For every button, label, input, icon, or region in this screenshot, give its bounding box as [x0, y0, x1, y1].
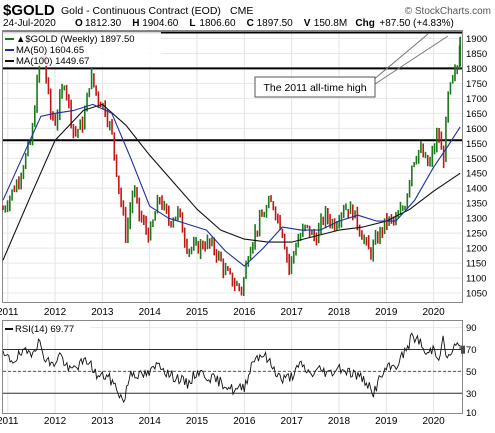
price-y-tick-label: 1500 [466, 154, 487, 165]
price-x-tick-label: 2012 [44, 307, 67, 318]
rsi-y-tick-label: 90 [466, 323, 477, 334]
rsi-y-tick-label: 50 [466, 367, 477, 378]
date-text: 24-Jul-2020 [3, 18, 56, 29]
price-y-tick-label: 1900 [466, 34, 487, 45]
price-x-tick-label: 2019 [375, 307, 398, 318]
ohlc-value: +87.50 (+4.83%) [379, 18, 454, 29]
rsi-x-tick-label: 2016 [233, 416, 256, 427]
rsi-x-tick-label: 2013 [91, 416, 114, 427]
price-y-tick-label: 1650 [466, 109, 487, 120]
price-y-tick-label: 1300 [466, 214, 487, 225]
price-x-tick-label: 2017 [281, 307, 304, 318]
rsi-legend-bg [3, 322, 91, 334]
price-x-tick-label: 2013 [91, 307, 114, 318]
ohlc-value: 1812.30 [85, 18, 122, 29]
price-y-tick-label: 1050 [466, 289, 487, 300]
ohlc-label: H [132, 18, 139, 29]
price-x-tick-label: 2018 [328, 307, 351, 318]
rsi-layer [2, 332, 465, 404]
ohlc-label: V [304, 18, 311, 29]
axis-layer: 2011 2012 2013 2014 2015 2016 2017 2018 2019 2020… [0, 34, 487, 427]
exchange-text: CME [230, 5, 253, 17]
rsi-y-tick-label: 70 [466, 345, 477, 356]
price-x-tick-label: 2014 [139, 307, 162, 318]
rsi-x-tick-label: 2020 [422, 416, 445, 427]
rsi-grid [3, 321, 462, 413]
price-y-tick-label: 1850 [466, 49, 487, 60]
watermark-text: © StockCharts.com [405, 6, 491, 17]
ohlc-label: L [189, 18, 195, 29]
price-y-tick-label: 1350 [466, 199, 487, 210]
annotation-leader-line [371, 35, 449, 87]
rsi-x-tick-label: 2014 [139, 416, 162, 427]
price-y-tick-label: 1550 [466, 139, 487, 150]
rsi-line [2, 332, 461, 404]
price-y-tick-label: 1150 [466, 259, 486, 270]
annotation-box [254, 76, 376, 98]
price-y-tick-label: 1200 [466, 244, 487, 255]
price-layer [2, 36, 462, 297]
rsi-x-tick-label: 2012 [44, 416, 67, 427]
rsi-x-tick-label: 2018 [328, 416, 351, 427]
rsi-legend-label: RSI(14) 69.77 [15, 324, 74, 335]
ma100-line [2, 103, 461, 261]
ohlc-label: C [247, 18, 254, 29]
annotation-leader-line [365, 33, 429, 87]
rsi-x-tick-label: 2019 [375, 416, 398, 427]
price-y-tick-label: 1100 [466, 274, 486, 285]
rsi-y-tick-label: 30 [466, 389, 477, 400]
price-y-tick-label: 1800 [466, 64, 487, 75]
price-legend-bg [3, 32, 161, 66]
price-y-tick-label: 1400 [466, 184, 487, 195]
price-legend-label: MA(50) 1604.65 [16, 45, 84, 56]
price-legend-label: ▲$GOLD (Weekly) 1897.50 [16, 34, 135, 45]
rsi-x-tick-label: 2017 [281, 416, 304, 427]
price-y-tick-label: 1250 [466, 229, 487, 240]
annotation-text: The 2011 all-time high [263, 82, 366, 94]
price-y-tick-label: 1600 [466, 124, 487, 135]
price-x-tick-label: 2011 [0, 307, 19, 318]
ohlc-value: 1806.60 [199, 18, 236, 29]
price-x-tick-label: 2015 [186, 307, 209, 318]
price-legend-label: MA(100) 1449.67 [16, 56, 89, 67]
price-y-tick-label: 1700 [466, 94, 487, 105]
ohlc-value: 1904.60 [142, 18, 179, 29]
ohlc-label: O [75, 18, 83, 29]
price-x-tick-label: 2020 [422, 307, 445, 318]
ohlc-value: 1897.50 [257, 18, 294, 29]
ohlc-row: O 1812.30 H 1904.60 L 1806.60 C 1897.50 V 150.8M C… [75, 18, 454, 29]
rsi-y-tick-label: 10 [466, 408, 477, 419]
price-x-tick-label: 2016 [233, 307, 256, 318]
rsi-x-tick-label: 2011 [0, 416, 19, 427]
ohlc-label: Chg [355, 18, 374, 29]
rsi-x-tick-label: 2015 [186, 416, 209, 427]
price-grid [3, 31, 462, 302]
price-y-tick-label: 1450 [466, 169, 487, 180]
ma50-line [2, 103, 461, 267]
description-text: Gold - Continuous Contract (EOD) [61, 5, 221, 17]
price-y-tick-label: 1750 [466, 79, 487, 90]
rsi-legend: RSI(14) 69.77 [3, 322, 91, 335]
symbol-title: $GOLD [3, 2, 55, 19]
ohlc-value: 150.8M [314, 18, 347, 29]
rsi-value-marker [461, 345, 465, 354]
annotation-callout: The 2011 all-time high [254, 33, 449, 98]
